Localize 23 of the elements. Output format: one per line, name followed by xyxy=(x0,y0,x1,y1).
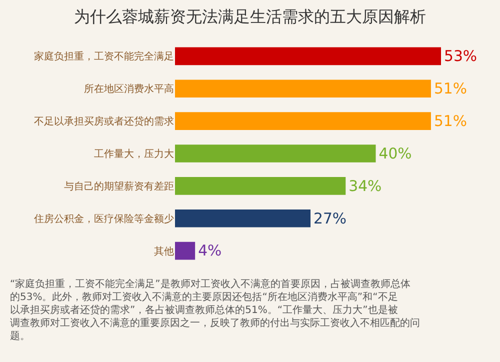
data-label: 51% xyxy=(434,80,467,98)
y-tick-label: 家庭负担重，工资不能完全满足 xyxy=(34,50,174,63)
y-tick-label: 工作量大，压力大 xyxy=(94,148,174,160)
bar xyxy=(175,177,346,195)
text: “家庭负担重，工资不能完全满足”是教师对工资收入不满意的首要原因，占被调查教师总体的53%。此外，教师对工资收入不满意的主要原因还包括“所在地区消费水平高”和“不足以承担买房或者还贷的需求”，各占被调查教师总体的51%。“工作量大、压力大”也是被调查教师对工资收入不满意的重要原因之一，反映了教师的付出与实际工资收入不相匹配的问题。 xyxy=(10,278,420,342)
bar xyxy=(175,209,311,228)
chart-title: 为什么蓉城薪资无法满足生活需求的五大原因解析 xyxy=(74,7,426,26)
y-tick-label: 住房公积金，医疗保险等金额少 xyxy=(34,212,174,225)
data-label: 4% xyxy=(198,242,222,260)
y-tick-label: 不足以承担买房或者还贷的需求 xyxy=(34,116,174,128)
bar xyxy=(175,112,431,130)
data-label: 34% xyxy=(348,176,382,195)
bar xyxy=(175,47,441,66)
bar xyxy=(175,80,431,98)
data-label: 40% xyxy=(378,144,412,162)
y-tick-label: 其他 xyxy=(154,245,174,258)
bar xyxy=(175,144,376,162)
data-label: 27% xyxy=(314,209,347,228)
bar xyxy=(175,242,196,260)
y-tick-label: 所在地区消费水平高 xyxy=(84,83,174,96)
y-tick-label: 与自己的期望薪资有差距 xyxy=(64,180,174,192)
data-label: 51% xyxy=(434,112,467,130)
data-label: 53% xyxy=(444,47,478,66)
